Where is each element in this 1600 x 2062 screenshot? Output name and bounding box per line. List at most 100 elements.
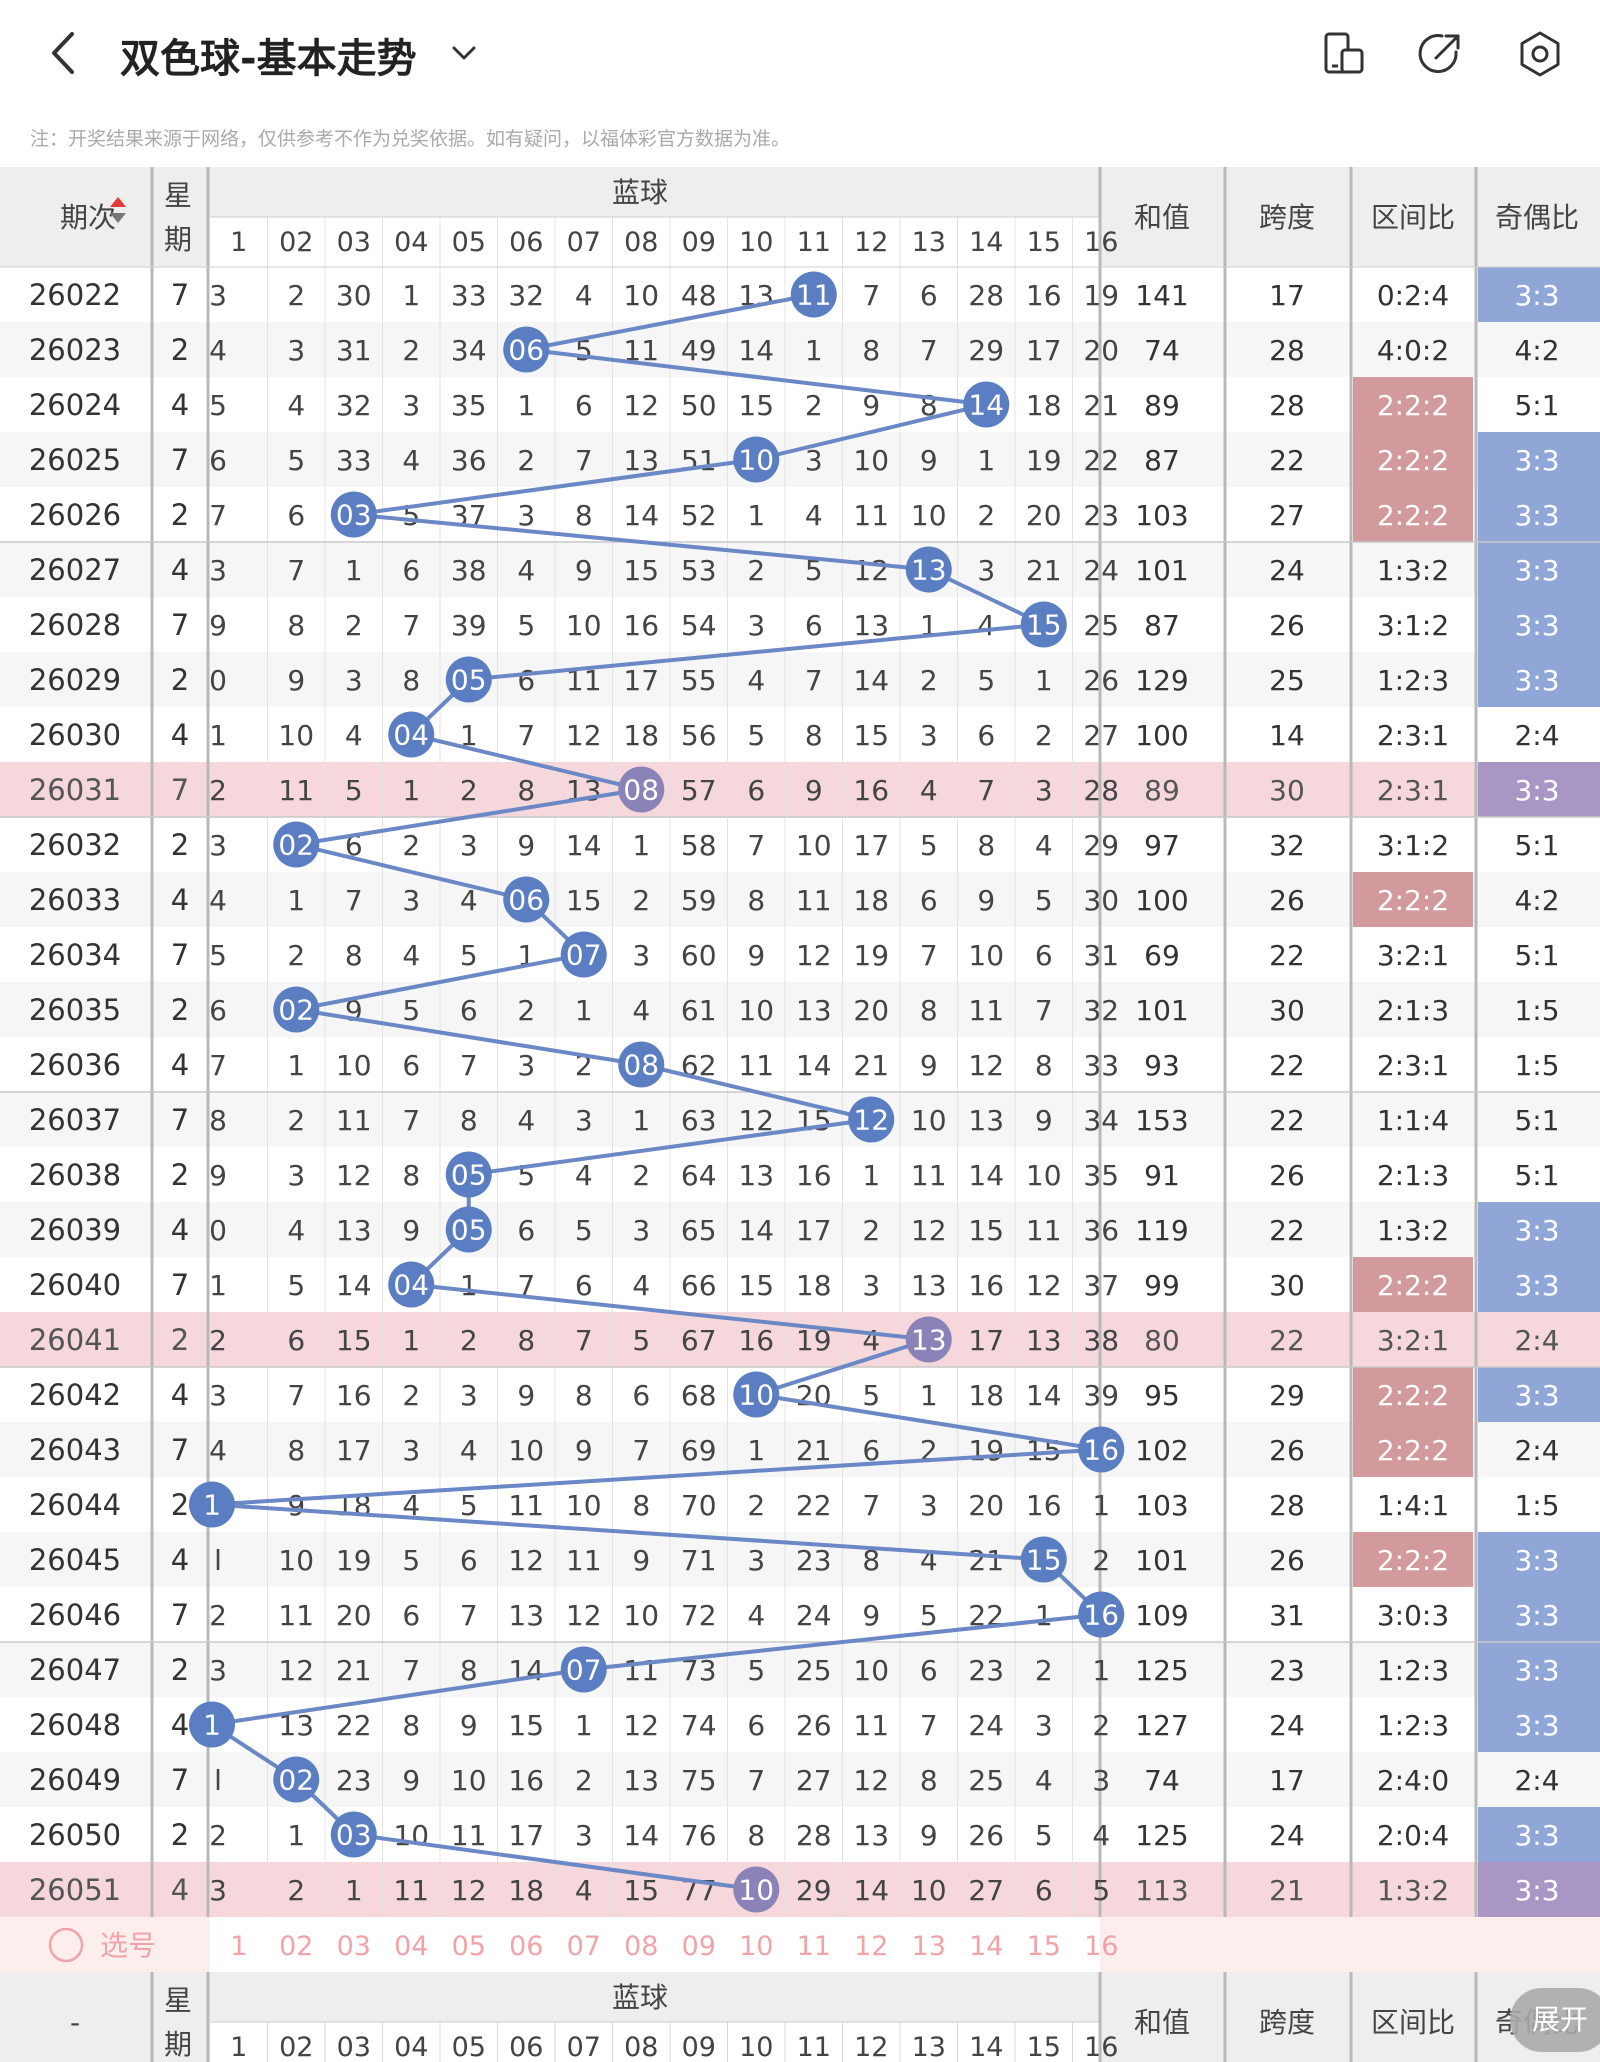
table-row[interactable]: [0, 1037, 1600, 1092]
cell-miss: 11: [336, 1104, 372, 1137]
blue-ball: 05: [445, 1151, 492, 1198]
cell-miss: 14: [968, 1159, 1004, 1192]
cell-zone-ratio: 1:3:2: [1377, 554, 1449, 587]
back-icon[interactable]: [42, 28, 86, 78]
cell-miss: 13: [738, 1159, 774, 1192]
select-col-07[interactable]: 07: [567, 1931, 601, 1962]
select-col-16[interactable]: 16: [1084, 1931, 1118, 1962]
select-col-02[interactable]: 02: [279, 1931, 313, 1962]
cell-sum: 95: [1144, 1379, 1180, 1412]
cell-miss: 2: [402, 334, 420, 367]
cell-miss: 16: [1026, 279, 1062, 312]
select-radio-icon[interactable]: [48, 1927, 84, 1963]
table-row[interactable]: [0, 1697, 1600, 1752]
cell-zone-ratio: 2:2:2: [1377, 389, 1449, 422]
cell-miss: 20: [1083, 334, 1119, 367]
table-row[interactable]: [0, 1257, 1600, 1312]
table-row[interactable]: [0, 1532, 1600, 1587]
table-row[interactable]: [0, 1807, 1600, 1862]
table-row[interactable]: [0, 1642, 1600, 1697]
device-icon[interactable]: [1320, 30, 1368, 78]
cell-miss: 21: [853, 1049, 889, 1082]
cell-miss: 4: [1092, 1819, 1110, 1852]
svg-text:13: 13: [911, 1324, 947, 1357]
select-col-09[interactable]: 09: [682, 1931, 716, 1962]
cell-miss: 5: [517, 609, 535, 642]
table-row[interactable]: [0, 1587, 1600, 1642]
select-col-05[interactable]: 05: [452, 1931, 486, 1962]
table-row[interactable]: [0, 1147, 1600, 1202]
cell-miss: 7: [977, 774, 995, 807]
table-row[interactable]: [0, 762, 1600, 817]
sort-asc-icon[interactable]: [110, 197, 126, 207]
table-row[interactable]: [0, 817, 1600, 872]
header-col-04: 04: [394, 227, 428, 258]
table-row[interactable]: [0, 542, 1600, 597]
blue-ball: 08: [618, 1041, 665, 1088]
cell-miss: 9: [209, 1159, 227, 1192]
table-row[interactable]: [0, 982, 1600, 1037]
sort-desc-icon[interactable]: [110, 213, 126, 223]
settings-icon[interactable]: [1516, 30, 1564, 78]
select-col-08[interactable]: 08: [624, 1931, 658, 1962]
cell-span: 24: [1269, 1709, 1305, 1742]
cell-miss: 4: [575, 1874, 593, 1907]
table-row[interactable]: [0, 1312, 1600, 1367]
footer-sum: 和值: [1134, 2006, 1190, 2039]
table-row[interactable]: [0, 487, 1600, 542]
table-row[interactable]: [0, 432, 1600, 487]
cell-miss: 3: [287, 1159, 305, 1192]
cell-period: 26044: [29, 1488, 121, 1522]
cell-zone-ratio: 3:2:1: [1377, 1324, 1449, 1357]
svg-text:15: 15: [1026, 1544, 1062, 1577]
cell-sum: 91: [1144, 1159, 1180, 1192]
page-title[interactable]: 双色球-基本走势: [120, 36, 417, 82]
table-row[interactable]: [0, 707, 1600, 762]
select-col-12[interactable]: 12: [854, 1931, 888, 1962]
select-col-15[interactable]: 15: [1027, 1931, 1061, 1962]
expand-button[interactable]: 展开: [1510, 1988, 1600, 2052]
select-col-06[interactable]: 06: [509, 1931, 543, 1962]
select-label[interactable]: 选号: [100, 1929, 156, 1962]
cell-odd-even-ratio: 2:4: [1514, 719, 1559, 752]
header-col-10: 10: [739, 227, 773, 258]
cell-miss: 9: [632, 1544, 650, 1577]
cell-zone-ratio: 2:3:1: [1377, 1049, 1449, 1082]
chevron-down-icon[interactable]: [446, 38, 482, 68]
table-row[interactable]: [0, 1477, 1600, 1532]
cell-miss: 5: [575, 1214, 593, 1247]
cell-miss: 32: [1083, 994, 1119, 1027]
select-col-11[interactable]: 11: [797, 1931, 831, 1962]
share-icon[interactable]: [1416, 30, 1464, 78]
table-row[interactable]: [0, 377, 1600, 432]
footer-col-13: 13: [912, 2032, 946, 2062]
cell-span: 22: [1269, 1104, 1305, 1137]
select-col-1[interactable]: 1: [230, 1931, 247, 1962]
cell-weekday: 2: [171, 498, 189, 532]
table-row[interactable]: [0, 1862, 1600, 1917]
cell-miss: 7: [747, 1764, 765, 1797]
table-row[interactable]: [0, 927, 1600, 982]
cell-miss: 4: [460, 1434, 478, 1467]
cell-zone-ratio: 2:2:2: [1377, 444, 1449, 477]
table-row[interactable]: [0, 1202, 1600, 1257]
table-row[interactable]: [0, 872, 1600, 927]
cell-miss: 37: [1083, 1269, 1119, 1302]
select-col-10[interactable]: 10: [739, 1931, 773, 1962]
table-row[interactable]: [0, 652, 1600, 707]
cell-zone-ratio: 1:3:2: [1377, 1214, 1449, 1247]
cell-miss: 4: [460, 884, 478, 917]
cell-sum: 129: [1135, 664, 1188, 697]
blue-ball: 06: [503, 326, 550, 373]
cell-miss: 8: [517, 774, 535, 807]
table-row[interactable]: [0, 1367, 1600, 1422]
cell-sum: 141: [1135, 279, 1188, 312]
select-col-14[interactable]: 14: [969, 1931, 1003, 1962]
footer-col-08: 08: [624, 2032, 658, 2062]
table-row[interactable]: [0, 322, 1600, 377]
cell-odd-even-ratio: 5:1: [1514, 1104, 1559, 1137]
select-col-04[interactable]: 04: [394, 1931, 428, 1962]
table-row[interactable]: [0, 597, 1600, 652]
select-col-03[interactable]: 03: [337, 1931, 371, 1962]
select-col-13[interactable]: 13: [912, 1931, 946, 1962]
